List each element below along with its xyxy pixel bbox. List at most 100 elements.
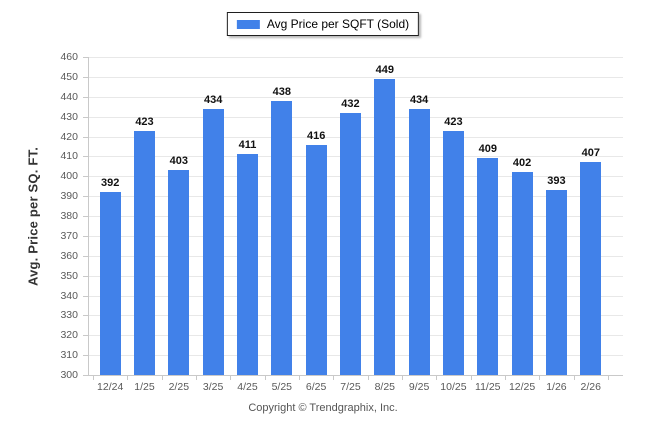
x-tick-label: 11/25 [475, 381, 501, 393]
x-tick-mark [161, 376, 163, 380]
y-tick-mark [83, 235, 88, 237]
bar-value-label: 407 [581, 147, 600, 160]
bar [271, 100, 293, 375]
footer-copyright: Copyright © Trendgraphix, Inc. [248, 402, 398, 414]
bar-slot: 393 [539, 57, 573, 375]
x-tick-mark [299, 376, 300, 380]
y-tick-mark [83, 355, 88, 357]
x-tick-mark [608, 376, 609, 380]
legend-label: Avg Price per SQFT (Sold) [266, 17, 410, 31]
y-tick-label: 380 [60, 210, 78, 222]
bar [408, 108, 430, 375]
x-tick-mark [93, 376, 94, 380]
legend-swatch [236, 19, 260, 29]
bar [133, 130, 155, 375]
y-tick-label: 430 [60, 110, 78, 123]
legend: Avg Price per SQFT (Sold) [226, 12, 420, 36]
bar-value-label: 392 [100, 177, 120, 190]
x-tick-mark [127, 376, 129, 380]
y-tick-label: 440 [60, 90, 78, 103]
x-tick-label: 5/25 [271, 381, 293, 393]
y-tick-label: 360 [60, 249, 78, 262]
y-tick-label: 350 [60, 269, 78, 282]
x-tick-label: 3/25 [202, 381, 224, 393]
x-tick-mark [264, 376, 266, 380]
bar [442, 130, 464, 375]
bar-slot: 403 [162, 57, 196, 375]
y-tick-mark [83, 136, 88, 138]
x-tick-mark [402, 376, 403, 380]
bar-slot: 392 [93, 57, 127, 375]
bar [374, 78, 396, 375]
x-labels-row: 12/24 1/25 2/25 3/25 4/25 5/25 6/25 7/25 8/25 9/2… [93, 381, 608, 393]
y-tick-label: 450 [60, 70, 78, 83]
bar-slot: 449 [368, 57, 402, 375]
x-tick-mark [505, 376, 506, 380]
bars-row: 392 423 403 434 411 438 416 432 449 434 423 409 402 3… [93, 57, 608, 375]
y-tick-mark [83, 196, 88, 198]
bar-value-label: 411 [238, 139, 257, 152]
y-tick-label: 460 [60, 51, 78, 63]
bar-slot: 411 [230, 57, 264, 375]
bar [202, 108, 224, 375]
bar-value-label: 423 [444, 115, 463, 128]
x-tick-mark [436, 376, 438, 380]
bar-slot: 407 [574, 57, 608, 375]
y-tick-mark [83, 375, 88, 376]
bar-slot: 402 [505, 57, 539, 375]
bar-slot: 423 [127, 57, 161, 375]
x-tick-label: 2/26 [580, 381, 601, 393]
bar-value-label: 432 [341, 97, 360, 110]
bar-value-label: 434 [409, 93, 429, 106]
bar-slot: 438 [265, 57, 299, 375]
x-tick-mark [367, 376, 369, 380]
bar-slot: 416 [299, 57, 333, 375]
x-tick-label: 12/25 [508, 381, 536, 393]
y-tick-label: 390 [60, 190, 78, 203]
y-tick-mark [83, 275, 88, 277]
gridline [88, 57, 623, 58]
x-tick-mark [196, 376, 197, 380]
y-axis-line [88, 57, 89, 375]
y-tick-label: 330 [60, 309, 78, 322]
gridline [88, 76, 623, 78]
bar-value-label: 403 [169, 155, 188, 168]
y-tick-label: 340 [60, 289, 78, 302]
bar-value-label: 423 [135, 115, 154, 128]
bar [168, 170, 190, 375]
y-tick-mark [83, 295, 88, 297]
y-axis-title: Avg. Price per SQ. FT. [25, 146, 41, 286]
x-tick-mark [470, 376, 472, 380]
bar-value-label: 449 [375, 63, 394, 76]
y-tick-label: 370 [60, 229, 78, 242]
bar-value-label: 409 [478, 143, 497, 156]
y-tick-label: 300 [60, 369, 78, 381]
x-tick-label: 10/25 [440, 381, 467, 393]
x-tick-label: 1/25 [134, 381, 155, 393]
x-tick-label: 12/24 [97, 381, 124, 393]
x-tick-label: 4/25 [237, 381, 258, 393]
bar-slot: 434 [402, 57, 436, 375]
x-tick-mark [333, 376, 335, 380]
y-tick-label: 410 [60, 150, 78, 163]
x-tick-mark [573, 376, 575, 380]
x-tick-label: 6/25 [305, 381, 327, 393]
x-tick-label: 9/25 [408, 381, 430, 393]
bar [236, 154, 258, 375]
y-tick-mark [83, 255, 88, 257]
bar-value-label: 393 [547, 175, 566, 188]
y-tick-mark [83, 156, 88, 158]
y-tick-mark [83, 335, 88, 337]
bar-slot: 432 [333, 57, 367, 375]
y-tick-mark [83, 96, 88, 98]
bar-value-label: 434 [203, 93, 223, 106]
x-axis-line [88, 375, 623, 376]
x-tick-label: 1/26 [546, 381, 567, 393]
y-tick-mark [83, 315, 88, 317]
x-tick-label: 7/25 [340, 381, 361, 393]
y-tick-label: 400 [60, 170, 78, 183]
bar-slot: 423 [436, 57, 470, 375]
y-tick-mark [83, 176, 88, 178]
x-tick-label: 2/25 [168, 381, 190, 393]
